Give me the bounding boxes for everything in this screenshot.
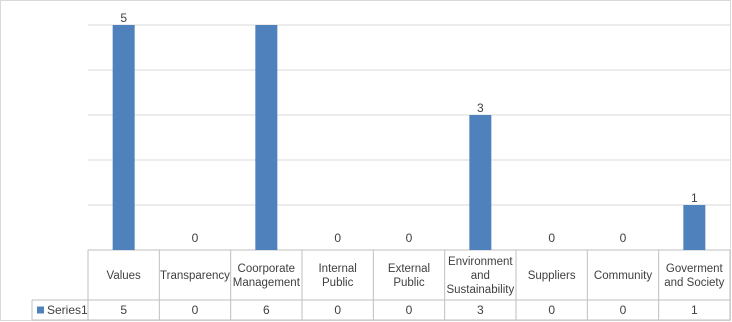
category-label: External Public [388,263,430,289]
data-label: 1 [691,191,698,205]
data-label: 3 [477,101,484,115]
bar [683,205,706,250]
data-label: 0 [334,231,341,245]
table-value: 0 [334,303,341,317]
legend-key [37,306,44,314]
data-table: Series1 5 0 6 0 0 3 0 0 1 [31,249,731,321]
table-value: 0 [406,303,413,317]
table-value: 6 [263,303,270,317]
gridlines [88,24,730,206]
data-label: 0 [548,231,555,245]
bars [112,25,706,250]
data-label: 5 [120,11,127,25]
category-label: Coorporate Management [233,263,301,289]
category-label: Values [107,270,142,282]
bar [112,25,135,250]
data-label: 0 [620,231,627,245]
table-value: 3 [477,303,484,317]
data-labels: 5 0 0 0 3 0 0 1 [120,11,698,245]
bar [469,115,492,250]
table-value: 0 [548,303,555,317]
table-value: 0 [192,303,199,317]
data-label: 0 [192,231,199,245]
category-label: Suppliers [528,270,576,282]
table-value: 1 [691,303,698,317]
category-label: Environment and Sustainability [446,256,514,296]
category-label: Transparency [160,270,230,282]
category-label: Internal Public [318,263,356,289]
series-name: Series1 [47,303,88,317]
bar [255,25,278,250]
data-label: 0 [406,231,413,245]
category-label: Community [594,270,652,282]
table-value: 0 [620,303,627,317]
category-label: Goverment and Society [664,263,724,289]
table-value: 5 [120,303,127,317]
